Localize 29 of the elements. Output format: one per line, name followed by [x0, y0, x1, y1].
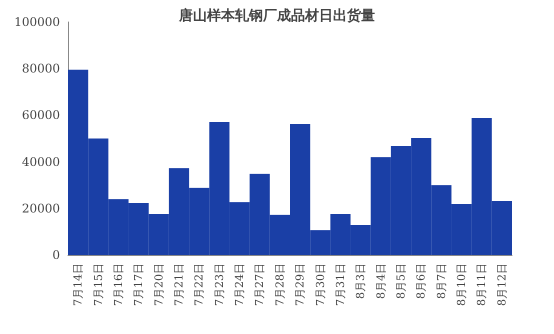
- y-tick-label: 80000: [22, 62, 60, 76]
- x-tick-label: 7月16日: [112, 263, 125, 306]
- y-tick-label: 20000: [22, 201, 60, 216]
- y-tick-label: 100000: [14, 15, 60, 29]
- x-tick-label: 7月29日: [294, 263, 307, 306]
- x-tick-label: 7月14日: [72, 263, 85, 306]
- y-tick-label: 0: [52, 248, 60, 262]
- x-tick-label: 8月4日: [374, 263, 388, 299]
- x-tick-label: 8月7日: [434, 263, 448, 299]
- x-tick-label: 8月6日: [414, 263, 428, 299]
- x-tick-label: 8月5日: [394, 263, 408, 299]
- x-tick-label: 7月17日: [132, 263, 146, 306]
- x-tick-label: 8月3日: [354, 263, 368, 299]
- x-tick-label: 7月21日: [172, 263, 186, 306]
- y-tick-label: 40000: [22, 154, 60, 169]
- x-tick-label: 8月11日: [475, 263, 488, 306]
- x-tick-label: 7月20日: [152, 263, 166, 306]
- x-tick-label: 7月28日: [273, 263, 286, 306]
- x-tick-label: 7月15日: [92, 263, 105, 306]
- x-tick-label: 7月24日: [233, 263, 246, 306]
- chart-title: 唐山样本轧钢厂成品材日出货量: [178, 7, 375, 24]
- x-tick-label: 7月31日: [334, 263, 347, 306]
- x-tick-label: 7月27日: [253, 263, 266, 306]
- x-tick-label: 8月12日: [495, 263, 508, 306]
- y-tick-label: 60000: [22, 108, 60, 122]
- x-tick-label: 7月22日: [192, 263, 206, 306]
- x-tick-label: 7月23日: [212, 263, 226, 306]
- x-tick-label: 7月30日: [314, 263, 327, 306]
- x-tick-label: 8月10日: [455, 263, 468, 306]
